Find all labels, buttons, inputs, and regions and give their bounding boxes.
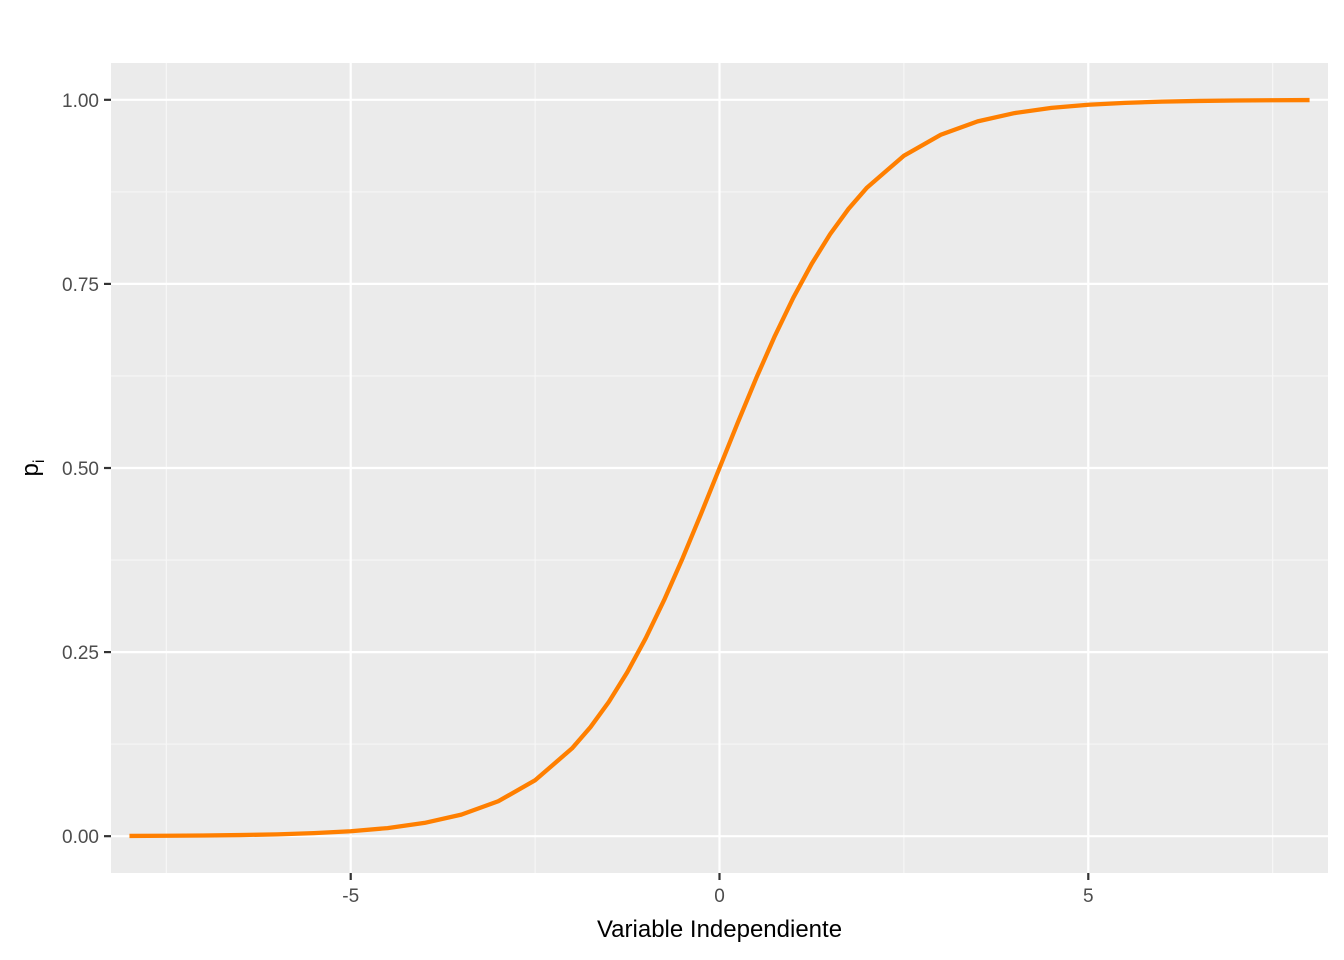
x-axis: -5 0 5 xyxy=(342,873,1094,907)
y-tick-label: 1.00 xyxy=(62,91,99,112)
series-layer xyxy=(129,97,1310,839)
y-tick-label: 0.25 xyxy=(62,643,99,664)
x-tick-label: 5 xyxy=(1083,886,1094,907)
x-tick-label: -5 xyxy=(342,886,359,907)
y-axis-title-subscript: i xyxy=(31,460,48,464)
x-axis-title: Variable Independiente xyxy=(597,916,842,943)
y-axis-title: pi xyxy=(17,460,48,477)
y-tick-label: 0.00 xyxy=(62,827,99,848)
y-tick-label: 0.50 xyxy=(62,459,99,480)
y-axis: 0.00 0.25 0.50 0.75 1.00 xyxy=(62,91,111,848)
y-tick-label: 0.75 xyxy=(62,275,99,296)
x-tick-label: 0 xyxy=(714,886,725,907)
y-axis-title-main: p xyxy=(17,463,44,476)
series-line xyxy=(129,97,1310,839)
